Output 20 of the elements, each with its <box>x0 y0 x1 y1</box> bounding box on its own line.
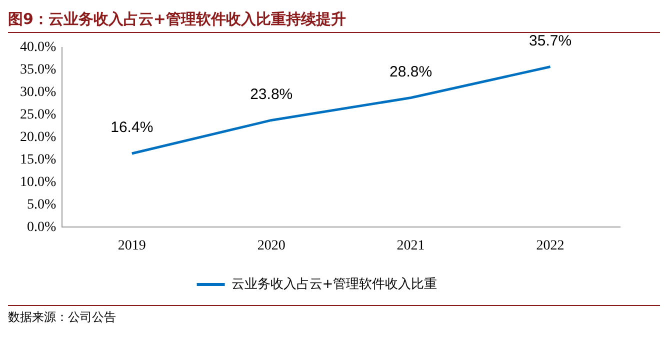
data-label: 16.4% <box>110 119 154 136</box>
y-tick-label: 40.0% <box>20 40 56 56</box>
y-tick-label: 10.0% <box>20 174 56 190</box>
y-tick-label: 0.0% <box>26 220 56 235</box>
source-note: 数据来源：公司公告 <box>8 309 117 326</box>
y-tick-label: 20.0% <box>20 130 56 145</box>
chart-title: 图9：云业务收入占云+管理软件收入比重持续提升 <box>8 9 348 30</box>
data-label: 23.8% <box>250 86 293 103</box>
legend-label: 云业务收入占云+管理软件收入比重 <box>231 276 438 292</box>
y-tick-label: 5.0% <box>26 197 56 212</box>
data-label: 28.8% <box>390 63 432 80</box>
y-tick-label: 25.0% <box>20 107 56 122</box>
y-tick-label: 30.0% <box>20 85 56 100</box>
x-tick-label: 2020 <box>257 238 286 254</box>
x-tick-label: 2019 <box>118 238 146 254</box>
data-label: 35.7% <box>528 32 572 50</box>
x-tick-label: 2021 <box>396 238 425 254</box>
y-tick-label: 15.0% <box>20 152 56 168</box>
x-tick-label: 2022 <box>536 238 564 254</box>
y-tick-label: 35.0% <box>20 62 56 78</box>
